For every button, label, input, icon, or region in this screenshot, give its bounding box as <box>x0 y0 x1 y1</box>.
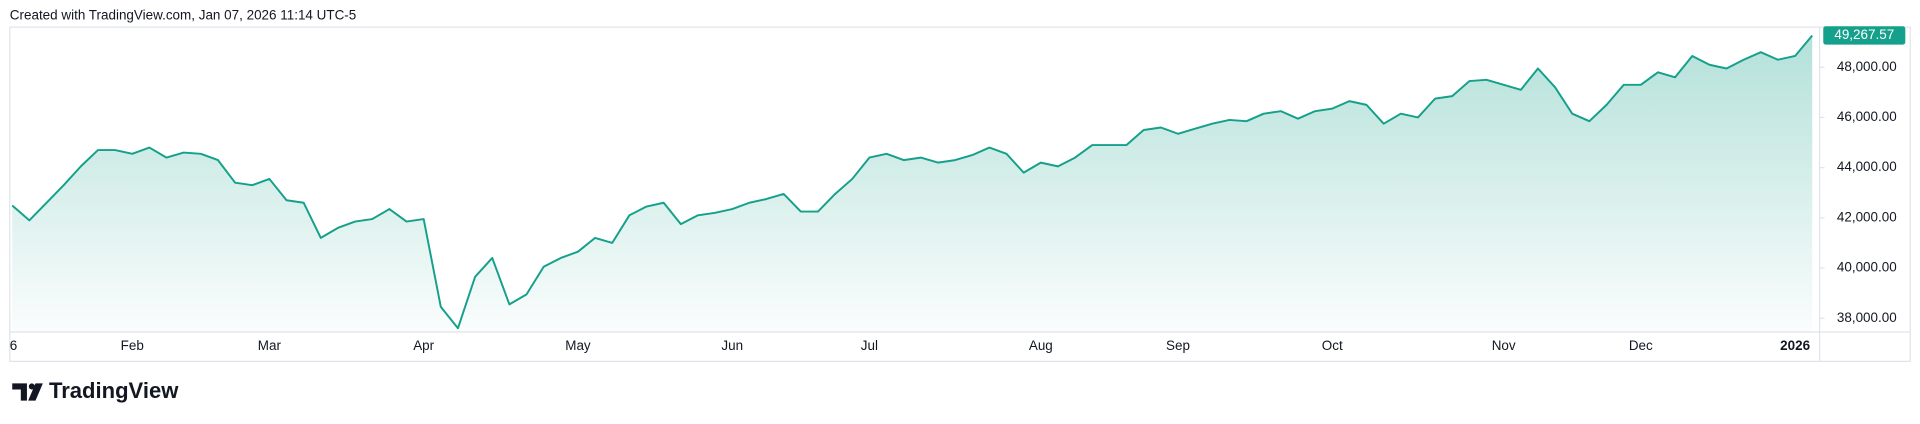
y-tick-label: 40,000.00 <box>1837 260 1897 275</box>
logo <box>12 383 43 401</box>
x-tick-label: 6 <box>10 338 17 353</box>
y-tick-label: 46,000.00 <box>1837 109 1897 124</box>
x-tick-label: Nov <box>1492 338 1516 353</box>
chart-frame <box>9 26 1911 362</box>
price-line <box>11 34 1813 330</box>
last-value-badge <box>1823 26 1906 45</box>
caption: Created with TradingView.com, Jan 07, 20… <box>10 8 356 23</box>
x-tick-label: Sep <box>1166 338 1190 353</box>
x-tick-label: Apr <box>413 338 434 353</box>
y-tick-label: 44,000.00 <box>1837 159 1897 174</box>
area-fill <box>12 35 1813 332</box>
x-tick-label: Aug <box>1029 338 1053 353</box>
x-tick-label: May <box>565 338 591 353</box>
x-tick-label: Dec <box>1629 338 1653 353</box>
y-tick-label: 42,000.00 <box>1837 209 1897 224</box>
x-tick-label: Jun <box>721 338 743 353</box>
logo-mark <box>12 383 27 401</box>
x-tick-label: Feb <box>121 338 144 353</box>
x-tick-label: 2026 <box>1780 338 1810 353</box>
brand: TradingView <box>49 378 179 403</box>
last-value-label: 49,267.57 <box>1834 27 1894 42</box>
y-tick-label: 38,000.00 <box>1837 310 1897 325</box>
x-tick-label: Mar <box>258 338 282 353</box>
logo-slash <box>28 383 43 401</box>
x-tick-label: Jul <box>861 338 878 353</box>
y-tick-label: 48,000.00 <box>1837 59 1897 74</box>
x-tick-label: Oct <box>1322 338 1343 353</box>
logo-dot <box>28 383 35 390</box>
